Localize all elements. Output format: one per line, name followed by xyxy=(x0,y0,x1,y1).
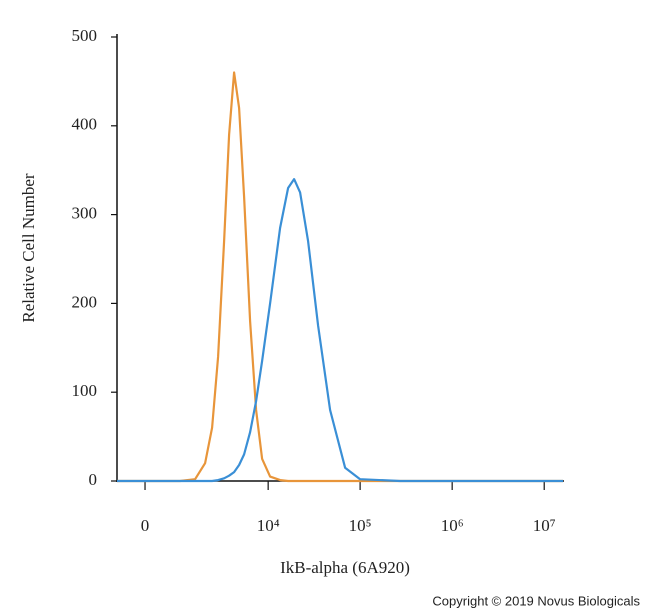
y-tick-label: 500 xyxy=(72,26,98,45)
x-tick-label: 10⁵ xyxy=(349,516,372,535)
x-tick-label: 10⁴ xyxy=(257,516,280,535)
histogram-line xyxy=(117,71,563,483)
y-tick-label: 0 xyxy=(89,470,98,489)
histogram-line xyxy=(117,178,563,483)
x-axis-label: IkB-alpha (6A920) xyxy=(280,558,410,577)
copyright: Copyright © 2019 Novus Biologicals xyxy=(432,593,640,608)
y-tick-label: 200 xyxy=(72,292,98,311)
y-tick-label: 300 xyxy=(72,204,98,223)
y-tick-label: 400 xyxy=(72,115,98,134)
x-tick-label: 10⁷ xyxy=(533,516,556,535)
y-axis-label: Relative Cell Number xyxy=(19,173,38,323)
x-tick-label: 0 xyxy=(141,516,150,535)
y-tick-label: 100 xyxy=(72,381,98,400)
x-tick-label: 10⁶ xyxy=(441,516,464,535)
